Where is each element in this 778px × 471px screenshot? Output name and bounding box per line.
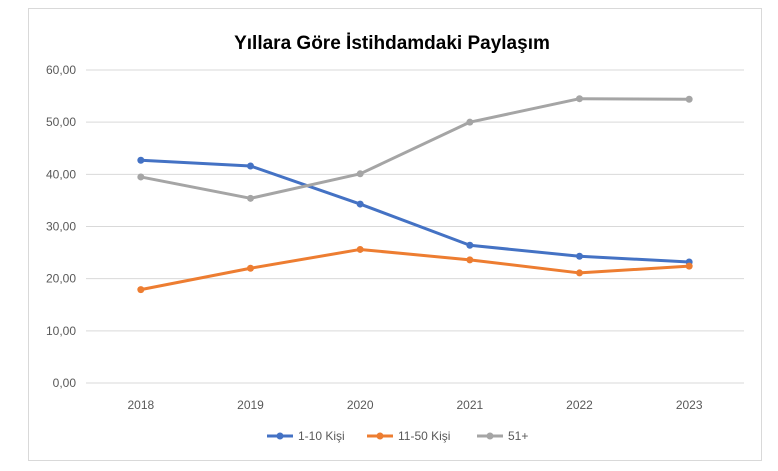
legend: 1-10 Kişi 11-50 Kişi 51+ [267,429,528,443]
data-point [576,252,583,260]
legend-item: 11-50 Kişi [367,429,450,443]
legend-marker-icon [276,432,284,440]
y-tick-label: 40,00 [46,167,76,181]
y-tick-label: 60,00 [46,63,76,77]
series-line [139,97,691,200]
data-point [247,264,254,272]
series-2 [137,245,693,294]
data-point [466,256,474,264]
series-lines [137,95,693,294]
x-tick-label: 2021 [456,398,483,412]
data-point [466,118,474,126]
legend-marker-icon [486,432,494,440]
series-3 [137,95,693,202]
data-point [137,156,145,164]
legend-label: 11-50 Kişi [398,429,450,443]
data-point [356,200,364,208]
data-point [247,162,254,170]
line-chart: Yıllara Göre İstihdamdaki Paylaşım 0,00 1… [46,33,744,443]
legend-label: 1-10 Kişi [298,429,345,443]
x-tick-label: 2019 [237,398,264,412]
y-tick-label: 50,00 [46,115,76,129]
data-point [576,269,583,277]
data-point [576,95,583,103]
legend-label: 51+ [508,429,528,443]
data-point [466,241,474,249]
legend-marker-icon [376,432,384,440]
data-point [685,262,693,270]
legend-item: 51+ [477,429,528,443]
x-tick-label: 2023 [676,398,703,412]
data-point [137,286,145,294]
y-tick-label: 20,00 [46,272,76,286]
x-tick-label: 2020 [347,398,374,412]
x-axis-ticks: 2018 2019 2020 2021 2022 2023 [127,398,702,412]
chart-frame: Yıllara Göre İstihdamdaki Paylaşım 0,00 1… [28,8,762,461]
x-tick-label: 2018 [127,398,154,412]
chart-title: Yıllara Göre İstihdamdaki Paylaşım [234,33,550,54]
y-axis-ticks: 0,00 10,00 20,00 30,00 40,00 50,00 60,00 [46,63,76,390]
series-line [139,158,691,264]
data-point [685,95,693,103]
y-tick-label: 0,00 [53,376,77,390]
legend-item: 1-10 Kişi [267,429,345,443]
series-line [139,247,691,292]
data-point [356,170,364,178]
y-tick-label: 10,00 [46,324,76,338]
series-1 [137,156,693,266]
y-tick-label: 30,00 [46,220,76,234]
gridlines [86,69,744,384]
x-tick-label: 2022 [566,398,593,412]
data-point [137,173,145,181]
data-point [356,245,364,253]
data-point [247,194,254,202]
